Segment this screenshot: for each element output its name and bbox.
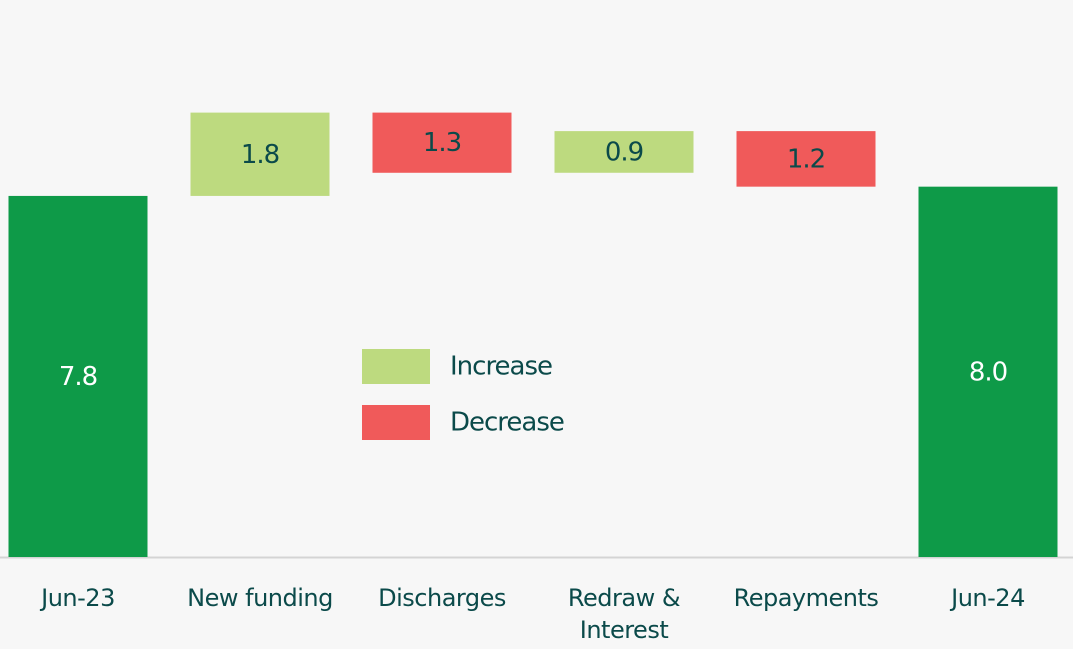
bar xyxy=(8,195,148,558)
x-tick-label: New funding xyxy=(187,584,333,612)
x-tick-label: Jun-24 xyxy=(951,584,1025,612)
bar xyxy=(918,186,1058,557)
value-label: 7.8 xyxy=(59,362,97,392)
value-label: 1.8 xyxy=(241,140,279,170)
x-tick-label: Jun-23 xyxy=(41,584,115,612)
value-label: 1.2 xyxy=(787,144,825,174)
legend-swatch xyxy=(362,349,430,384)
bar xyxy=(372,112,512,173)
value-label: 0.9 xyxy=(605,137,643,167)
bar xyxy=(190,112,330,196)
legend-label: Decrease xyxy=(450,408,564,438)
x-tick-label: Redraw & Interest xyxy=(567,584,681,644)
bar xyxy=(554,131,694,173)
bar xyxy=(736,131,876,187)
x-tick-label: Repayments xyxy=(733,584,879,612)
value-label: 1.3 xyxy=(423,128,461,158)
x-tick-label: Discharges xyxy=(378,584,506,612)
value-label: 8.0 xyxy=(969,357,1007,387)
legend-swatch xyxy=(362,405,430,440)
legend-label: Increase xyxy=(450,352,552,382)
